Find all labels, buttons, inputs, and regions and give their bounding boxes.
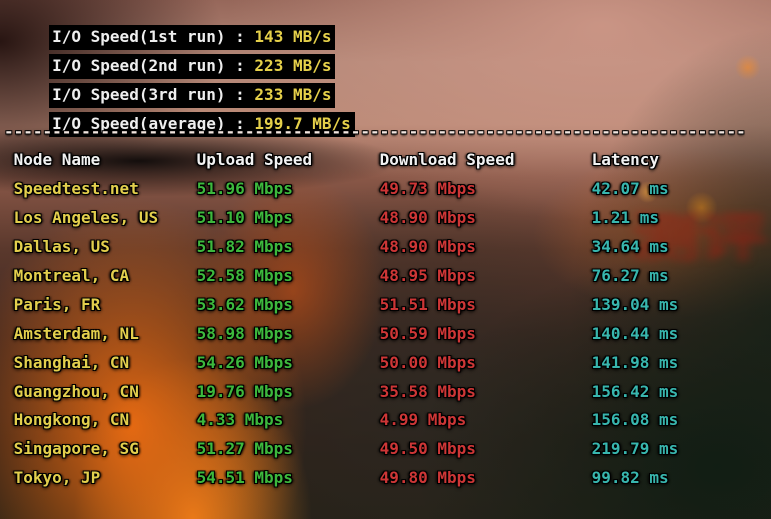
io-speed-value: 223 MB/s bbox=[254, 55, 332, 75]
upload-speed-cell: 51.96 Mbps bbox=[196, 179, 293, 199]
io-speed-bar: I/O Speed(2nd run) : 223 MB/s bbox=[49, 53, 336, 79]
io-speed-bar: I/O Speed(average) : 199.7 MB/s bbox=[49, 111, 355, 137]
table-row: Hongkong, CN 4.33 Mbps 4.99 Mbps 156.08 … bbox=[4, 410, 771, 439]
column-header-node-name: Node Name bbox=[13, 150, 101, 170]
table-row: Speedtest.net 51.96 Mbps 49.73 Mbps 42.0… bbox=[4, 179, 771, 208]
column-header-download-speed: Download Speed bbox=[379, 150, 515, 170]
table-row: Dallas, US 51.82 Mbps 48.90 Mbps 34.64 m… bbox=[4, 237, 771, 266]
column-header-latency: Latency bbox=[591, 150, 660, 170]
upload-speed-cell: 54.51 Mbps bbox=[196, 468, 293, 488]
io-speed-colon: : bbox=[225, 113, 255, 133]
upload-speed-cell: 52.58 Mbps bbox=[196, 266, 293, 286]
io-speed-value: 233 MB/s bbox=[254, 84, 332, 104]
node-name-cell: Los Angeles, US bbox=[13, 208, 159, 228]
download-speed-cell: 49.73 Mbps bbox=[379, 179, 476, 199]
node-name-cell: Paris, FR bbox=[13, 294, 101, 314]
upload-speed-cell: 51.10 Mbps bbox=[196, 208, 293, 228]
node-name-cell: Singapore, SG bbox=[13, 439, 139, 459]
download-speed-cell: 49.50 Mbps bbox=[379, 439, 476, 459]
download-speed-cell: 48.90 Mbps bbox=[379, 208, 476, 228]
io-speed-label: I/O Speed(average) bbox=[52, 113, 226, 133]
separator-dashed-line: ----------------------------------------… bbox=[4, 121, 746, 141]
latency-cell: 156.42 ms bbox=[591, 381, 679, 401]
latency-cell: 42.07 ms bbox=[591, 179, 669, 199]
io-speed-label: I/O Speed(1st run) bbox=[52, 27, 226, 46]
latency-cell: 140.44 ms bbox=[591, 323, 679, 343]
upload-speed-cell: 51.27 Mbps bbox=[196, 439, 293, 459]
io-speed-label: I/O Speed(3rd run) bbox=[52, 84, 226, 104]
download-speed-cell: 50.59 Mbps bbox=[379, 323, 476, 343]
upload-speed-cell: 53.62 Mbps bbox=[196, 294, 293, 314]
latency-cell: 139.04 ms bbox=[591, 294, 679, 314]
latency-cell: 156.08 ms bbox=[591, 410, 679, 430]
upload-speed-cell: 4.33 Mbps bbox=[196, 410, 284, 430]
download-speed-cell: 35.58 Mbps bbox=[379, 381, 476, 401]
node-name-cell: Dallas, US bbox=[13, 237, 110, 257]
table-row: Shanghai, CN 54.26 Mbps 50.00 Mbps 141.9… bbox=[4, 353, 771, 382]
node-name-cell: Amsterdam, NL bbox=[13, 323, 139, 343]
node-name-cell: Hongkong, CN bbox=[13, 410, 130, 430]
table-row: Singapore, SG 51.27 Mbps 49.50 Mbps 219.… bbox=[4, 439, 771, 468]
io-speed-line: I/O Speed(3rd run) : 233 MB/s bbox=[4, 64, 771, 108]
table-row: Los Angeles, US 51.10 Mbps 48.90 Mbps 1.… bbox=[4, 208, 771, 237]
node-name-cell: Tokyo, JP bbox=[13, 468, 101, 488]
download-speed-cell: 51.51 Mbps bbox=[379, 294, 476, 314]
node-name-cell: Guangzhou, CN bbox=[13, 381, 139, 401]
table-row: Montreal, CA 52.58 Mbps 48.95 Mbps 76.27… bbox=[4, 266, 771, 295]
latency-cell: 1.21 ms bbox=[591, 208, 660, 228]
node-name-cell: Shanghai, CN bbox=[13, 352, 130, 372]
table-row: Tokyo, JP 54.51 Mbps 49.80 Mbps 99.82 ms bbox=[4, 468, 771, 497]
download-speed-cell: 49.80 Mbps bbox=[379, 468, 476, 488]
io-speed-bar: I/O Speed(1st run) : 143 MB/s bbox=[49, 25, 336, 50]
io-speed-line: I/O Speed(2nd run) : 223 MB/s bbox=[4, 35, 771, 79]
upload-speed-cell: 51.82 Mbps bbox=[196, 237, 293, 257]
latency-cell: 34.64 ms bbox=[591, 237, 669, 257]
io-speed-bar: I/O Speed(3rd run) : 233 MB/s bbox=[49, 82, 336, 108]
table-row: Guangzhou, CN 19.76 Mbps 35.58 Mbps 156.… bbox=[4, 382, 771, 411]
watermark: 测评 bbox=[632, 209, 768, 269]
upload-speed-cell: 54.26 Mbps bbox=[196, 352, 293, 372]
column-header-upload-speed: Upload Speed bbox=[196, 150, 313, 170]
io-speed-value: 199.7 MB/s bbox=[254, 113, 351, 133]
upload-speed-cell: 58.98 Mbps bbox=[196, 323, 293, 343]
download-speed-cell: 48.90 Mbps bbox=[379, 237, 476, 257]
io-speed-colon: : bbox=[225, 84, 255, 104]
download-speed-cell: 48.95 Mbps bbox=[379, 266, 476, 286]
node-name-cell: Montreal, CA bbox=[13, 266, 130, 286]
io-speed-line: I/O Speed(average) : 199.7 MB/s bbox=[4, 93, 771, 137]
io-speed-colon: : bbox=[225, 27, 255, 46]
download-speed-cell: 50.00 Mbps bbox=[379, 352, 476, 372]
io-speed-value: 143 MB/s bbox=[254, 27, 332, 46]
table-row: Paris, FR 53.62 Mbps 51.51 Mbps 139.04 m… bbox=[4, 295, 771, 324]
latency-cell: 99.82 ms bbox=[591, 468, 669, 488]
node-name-cell: Speedtest.net bbox=[13, 179, 139, 199]
table-row: Amsterdam, NL 58.98 Mbps 50.59 Mbps 140.… bbox=[4, 324, 771, 353]
latency-cell: 76.27 ms bbox=[591, 266, 669, 286]
io-speed-line: I/O Speed(1st run) : 143 MB/s bbox=[4, 6, 771, 50]
io-speed-label: I/O Speed(2nd run) bbox=[52, 55, 226, 75]
io-speed-colon: : bbox=[225, 55, 255, 75]
latency-cell: 141.98 ms bbox=[591, 352, 679, 372]
latency-cell: 219.79 ms bbox=[591, 439, 679, 459]
upload-speed-cell: 19.76 Mbps bbox=[196, 381, 293, 401]
download-speed-cell: 4.99 Mbps bbox=[379, 410, 467, 430]
table-header-row: Node Name Upload Speed Download Speed La… bbox=[4, 150, 771, 179]
terminal-output: I/O Speed(1st run) : 143 MB/s I/O Speed(… bbox=[4, 6, 771, 497]
